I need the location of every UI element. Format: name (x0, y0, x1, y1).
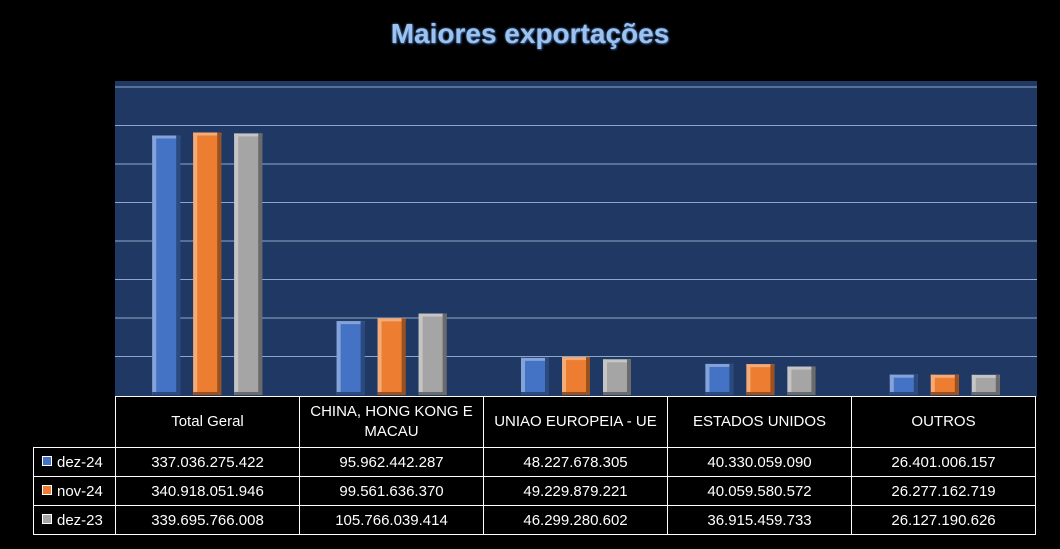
series-name: dez-24 (57, 453, 103, 471)
bar (562, 357, 590, 395)
category-header: Total Geral (115, 396, 300, 448)
data-label: 26.277.162.719 (851, 476, 1036, 506)
category-label: UNIAO EUROPEIA - UE (494, 413, 657, 430)
legend-entry: dez-23 (33, 505, 116, 535)
legend-entry: nov-24 (33, 476, 116, 506)
category-header: ESTADOS UNIDOS (667, 396, 852, 448)
category-header: UNIAO EUROPEIA - UE (483, 396, 668, 448)
data-label: 48.227.678.305 (483, 447, 668, 477)
bar (418, 313, 447, 395)
bar (930, 374, 959, 395)
bar (705, 363, 734, 395)
data-label: 40.330.059.090 (667, 447, 852, 477)
bar (889, 374, 918, 395)
bar (234, 133, 263, 395)
data-label: 26.401.006.157 (851, 447, 1036, 477)
bar (336, 321, 365, 395)
table-row: nov-24 340.918.051.946 99.561.636.370 49… (33, 476, 1036, 506)
series-name: dez-23 (57, 511, 103, 529)
bar (787, 366, 816, 395)
data-label: 49.229.879.221 (483, 476, 668, 506)
data-label: 99.561.636.370 (299, 476, 484, 506)
table-header-row: Total Geral CHINA, HONG KONG E MACAU UNI… (34, 396, 1036, 448)
category-label: Total Geral (171, 413, 244, 430)
series-name: nov-24 (57, 482, 103, 500)
data-label: 40.059.580.572 (667, 476, 852, 506)
plot-area (115, 81, 1037, 397)
chart-title: Maiores exportações (390, 18, 670, 49)
bar-chart (115, 86, 1037, 396)
bar (971, 374, 1000, 395)
data-label: 95.962.442.287 (299, 447, 484, 477)
legend-swatch (42, 513, 52, 524)
data-label: 46.299.280.602 (483, 505, 668, 535)
bar (603, 359, 631, 395)
data-label: 26.127.190.626 (851, 505, 1036, 535)
bar (521, 357, 549, 395)
legend-entry: dez-24 (33, 447, 116, 477)
table-corner (34, 397, 116, 448)
category-label: ESTADOS UNIDOS (692, 413, 827, 430)
table-row: dez-23 339.695.766.008 105.766.039.414 4… (33, 505, 1036, 535)
category-header: OUTROS (851, 396, 1036, 448)
data-label: 105.766.039.414 (299, 505, 484, 535)
table-row: dez-24 337.036.275.422 95.962.442.287 48… (33, 447, 1036, 477)
category-header: CHINA, HONG KONG E MACAU (299, 396, 484, 448)
data-label: 36.915.459.733 (667, 505, 852, 535)
bar (152, 135, 181, 396)
bar (193, 132, 222, 395)
data-label: 337.036.275.422 (115, 447, 300, 477)
data-label: 339.695.766.008 (115, 505, 300, 535)
bar (746, 364, 775, 395)
category-label: CHINA, HONG KONG E MACAU (310, 403, 473, 440)
legend-swatch (42, 484, 52, 495)
bar (377, 318, 406, 395)
category-label: OUTROS (911, 413, 976, 430)
data-label: 340.918.051.946 (115, 476, 300, 506)
legend-swatch (42, 455, 52, 466)
data-table: Total Geral CHINA, HONG KONG E MACAU UNI… (33, 396, 1036, 535)
